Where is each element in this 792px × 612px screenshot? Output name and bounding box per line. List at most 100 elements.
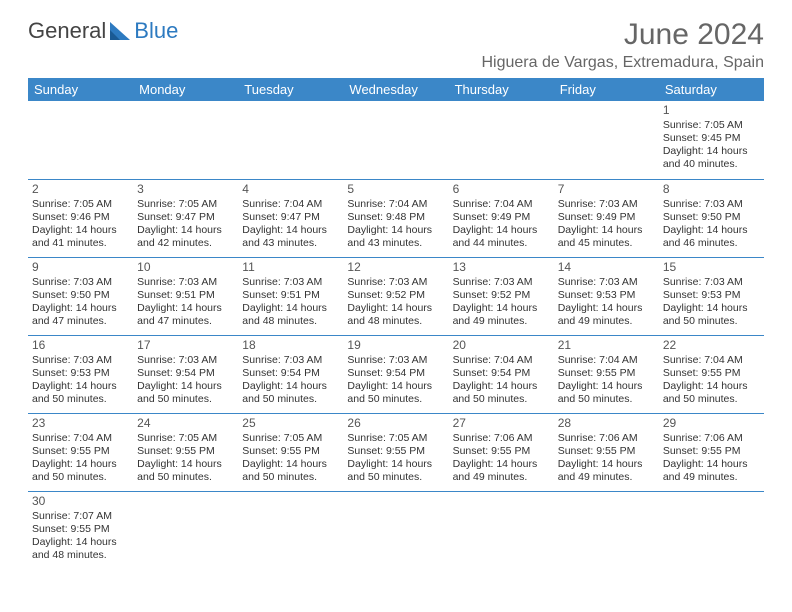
calendar-cell: 28Sunrise: 7:06 AMSunset: 9:55 PMDayligh… xyxy=(554,413,659,491)
daylight-line: and 48 minutes. xyxy=(32,549,129,562)
calendar-cell: 27Sunrise: 7:06 AMSunset: 9:55 PMDayligh… xyxy=(449,413,554,491)
daylight-line: Daylight: 14 hours xyxy=(32,224,129,237)
sunrise-line: Sunrise: 7:04 AM xyxy=(347,198,444,211)
sunset-line: Sunset: 9:55 PM xyxy=(663,367,760,380)
calendar-cell xyxy=(238,491,343,569)
sunset-line: Sunset: 9:45 PM xyxy=(663,132,760,145)
sunrise-line: Sunrise: 7:04 AM xyxy=(32,432,129,445)
daylight-line: and 46 minutes. xyxy=(663,237,760,250)
daylight-line: and 47 minutes. xyxy=(137,315,234,328)
sunrise-line: Sunrise: 7:03 AM xyxy=(347,354,444,367)
calendar-cell: 25Sunrise: 7:05 AMSunset: 9:55 PMDayligh… xyxy=(238,413,343,491)
calendar-cell: 12Sunrise: 7:03 AMSunset: 9:52 PMDayligh… xyxy=(343,257,448,335)
daylight-line: Daylight: 14 hours xyxy=(347,302,444,315)
daylight-line: and 41 minutes. xyxy=(32,237,129,250)
dow-header: Monday xyxy=(133,78,238,101)
daylight-line: Daylight: 14 hours xyxy=(453,302,550,315)
daylight-line: and 49 minutes. xyxy=(663,471,760,484)
sunrise-line: Sunrise: 7:03 AM xyxy=(347,276,444,289)
daylight-line: and 47 minutes. xyxy=(32,315,129,328)
day-number: 2 xyxy=(32,182,129,197)
sunrise-line: Sunrise: 7:06 AM xyxy=(663,432,760,445)
sunset-line: Sunset: 9:53 PM xyxy=(32,367,129,380)
daylight-line: Daylight: 14 hours xyxy=(453,224,550,237)
calendar-cell: 6Sunrise: 7:04 AMSunset: 9:49 PMDaylight… xyxy=(449,179,554,257)
daylight-line: and 50 minutes. xyxy=(32,471,129,484)
sunset-line: Sunset: 9:49 PM xyxy=(453,211,550,224)
dow-header: Sunday xyxy=(28,78,133,101)
calendar-cell: 13Sunrise: 7:03 AMSunset: 9:52 PMDayligh… xyxy=(449,257,554,335)
sunset-line: Sunset: 9:46 PM xyxy=(32,211,129,224)
calendar-cell: 3Sunrise: 7:05 AMSunset: 9:47 PMDaylight… xyxy=(133,179,238,257)
sunset-line: Sunset: 9:50 PM xyxy=(32,289,129,302)
dow-header: Wednesday xyxy=(343,78,448,101)
sunset-line: Sunset: 9:50 PM xyxy=(663,211,760,224)
day-number: 1 xyxy=(663,103,760,118)
daylight-line: Daylight: 14 hours xyxy=(558,458,655,471)
logo-sail-icon xyxy=(108,20,132,42)
day-number: 29 xyxy=(663,416,760,431)
sunrise-line: Sunrise: 7:05 AM xyxy=(137,432,234,445)
sunset-line: Sunset: 9:55 PM xyxy=(137,445,234,458)
daylight-line: and 50 minutes. xyxy=(558,393,655,406)
sunrise-line: Sunrise: 7:04 AM xyxy=(453,354,550,367)
calendar-cell xyxy=(238,101,343,179)
daylight-line: Daylight: 14 hours xyxy=(242,302,339,315)
sunset-line: Sunset: 9:55 PM xyxy=(558,445,655,458)
calendar-cell xyxy=(449,491,554,569)
calendar-cell: 24Sunrise: 7:05 AMSunset: 9:55 PMDayligh… xyxy=(133,413,238,491)
day-number: 9 xyxy=(32,260,129,275)
day-number: 18 xyxy=(242,338,339,353)
calendar-cell xyxy=(133,491,238,569)
sunrise-line: Sunrise: 7:07 AM xyxy=(32,510,129,523)
daylight-line: and 49 minutes. xyxy=(558,471,655,484)
calendar-cell: 23Sunrise: 7:04 AMSunset: 9:55 PMDayligh… xyxy=(28,413,133,491)
daylight-line: and 50 minutes. xyxy=(347,471,444,484)
day-number: 4 xyxy=(242,182,339,197)
sunrise-line: Sunrise: 7:06 AM xyxy=(558,432,655,445)
day-number: 17 xyxy=(137,338,234,353)
sunrise-line: Sunrise: 7:04 AM xyxy=(453,198,550,211)
sunset-line: Sunset: 9:55 PM xyxy=(663,445,760,458)
day-number: 8 xyxy=(663,182,760,197)
dow-header: Friday xyxy=(554,78,659,101)
day-number: 6 xyxy=(453,182,550,197)
calendar-cell xyxy=(449,101,554,179)
daylight-line: Daylight: 14 hours xyxy=(32,380,129,393)
daylight-line: Daylight: 14 hours xyxy=(347,458,444,471)
daylight-line: Daylight: 14 hours xyxy=(453,380,550,393)
calendar-cell xyxy=(28,101,133,179)
daylight-line: and 40 minutes. xyxy=(663,158,760,171)
day-number: 7 xyxy=(558,182,655,197)
logo-text-2: Blue xyxy=(134,18,178,44)
sunset-line: Sunset: 9:55 PM xyxy=(242,445,339,458)
daylight-line: Daylight: 14 hours xyxy=(137,458,234,471)
daylight-line: and 49 minutes. xyxy=(558,315,655,328)
day-number: 15 xyxy=(663,260,760,275)
daylight-line: Daylight: 14 hours xyxy=(558,380,655,393)
sunset-line: Sunset: 9:55 PM xyxy=(32,445,129,458)
sunrise-line: Sunrise: 7:03 AM xyxy=(137,276,234,289)
day-number: 27 xyxy=(453,416,550,431)
sunrise-line: Sunrise: 7:03 AM xyxy=(558,276,655,289)
daylight-line: and 50 minutes. xyxy=(663,315,760,328)
daylight-line: Daylight: 14 hours xyxy=(242,380,339,393)
sunrise-line: Sunrise: 7:05 AM xyxy=(32,198,129,211)
daylight-line: Daylight: 14 hours xyxy=(137,302,234,315)
sunset-line: Sunset: 9:52 PM xyxy=(347,289,444,302)
day-number: 20 xyxy=(453,338,550,353)
day-number: 26 xyxy=(347,416,444,431)
sunset-line: Sunset: 9:55 PM xyxy=(347,445,444,458)
daylight-line: Daylight: 14 hours xyxy=(663,302,760,315)
daylight-line: Daylight: 14 hours xyxy=(347,224,444,237)
sunrise-line: Sunrise: 7:03 AM xyxy=(242,354,339,367)
calendar-cell: 21Sunrise: 7:04 AMSunset: 9:55 PMDayligh… xyxy=(554,335,659,413)
logo-text-1: General xyxy=(28,18,106,44)
day-number: 16 xyxy=(32,338,129,353)
daylight-line: Daylight: 14 hours xyxy=(242,224,339,237)
daylight-line: and 50 minutes. xyxy=(32,393,129,406)
day-number: 25 xyxy=(242,416,339,431)
sunset-line: Sunset: 9:48 PM xyxy=(347,211,444,224)
calendar-cell: 29Sunrise: 7:06 AMSunset: 9:55 PMDayligh… xyxy=(659,413,764,491)
calendar-cell: 20Sunrise: 7:04 AMSunset: 9:54 PMDayligh… xyxy=(449,335,554,413)
